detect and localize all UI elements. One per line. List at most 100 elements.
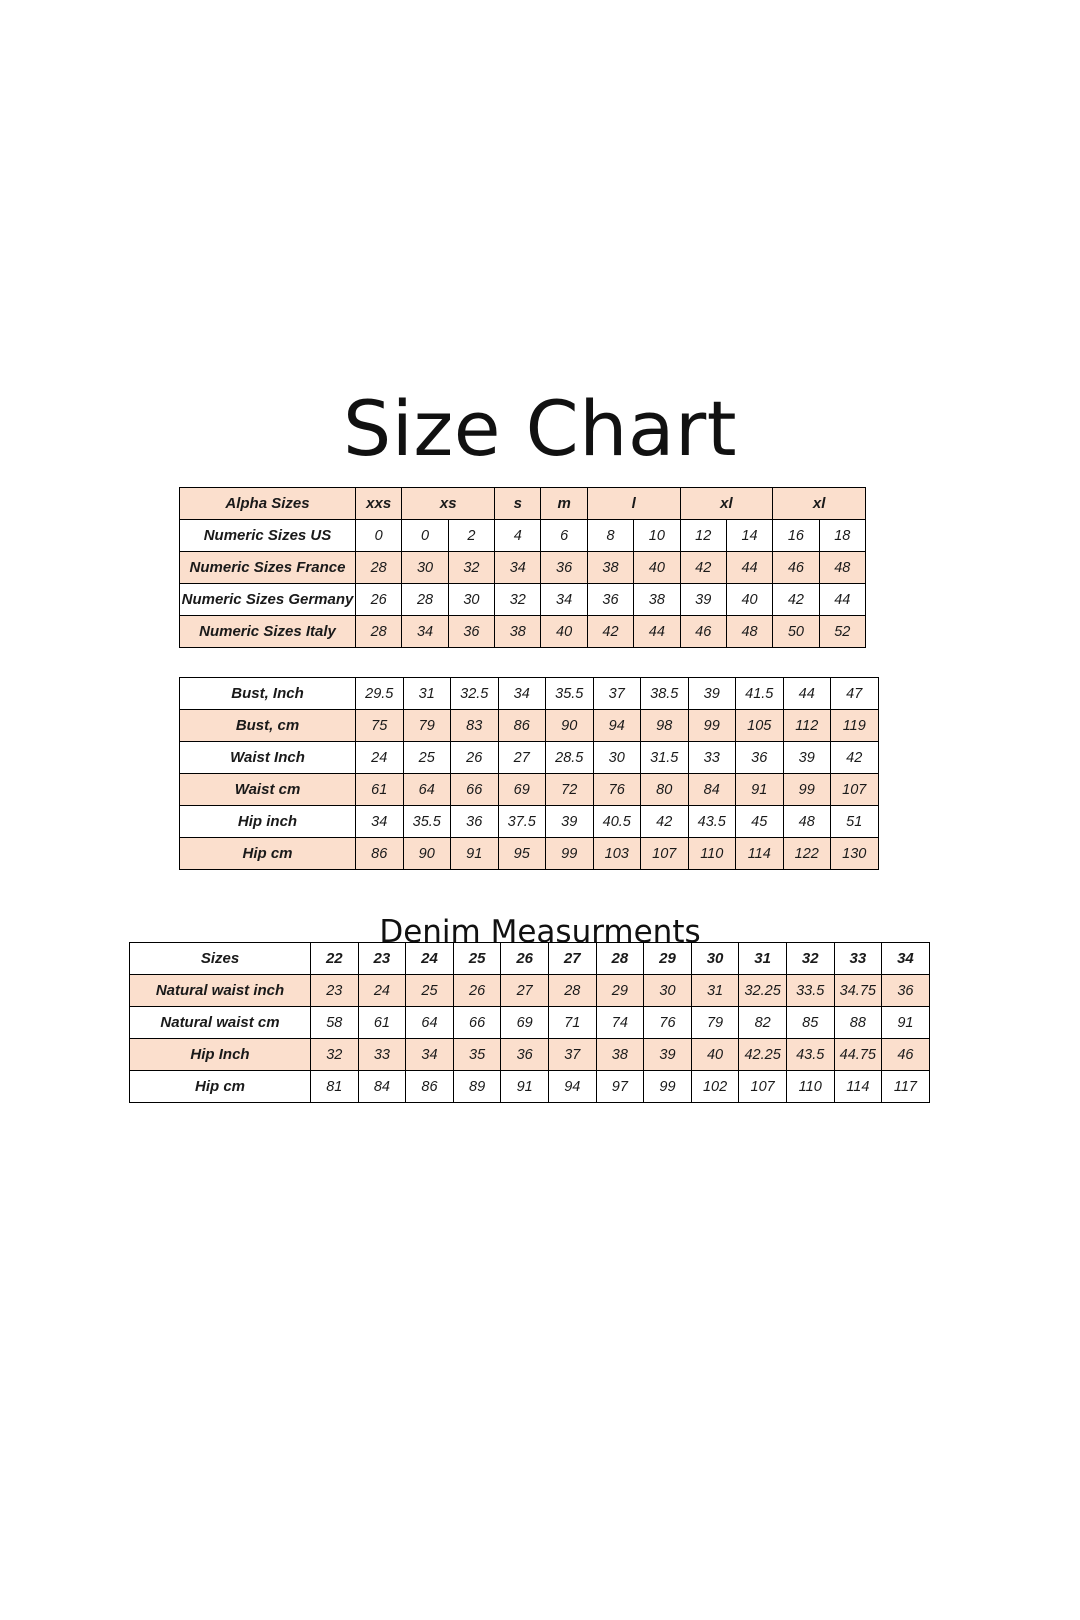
denim-row-label-3: Hip cm — [129, 1070, 311, 1103]
body-cell-3-4: 72 — [545, 773, 594, 806]
denim-cell-1-1: 61 — [357, 1006, 407, 1039]
body-row-label-1: Bust, cm — [179, 709, 356, 742]
body-cell-5-8: 114 — [735, 837, 784, 870]
body-cell-4-5: 40.5 — [592, 805, 641, 838]
body-cell-0-1: 31 — [402, 677, 451, 710]
body-cell-2-3: 27 — [497, 741, 546, 774]
table-row: Natural waist inch 23 24 25 26 27 28 29 30 31 32.2… — [129, 974, 930, 1007]
body-cell-1-9: 112 — [782, 709, 831, 742]
alpha-cell-2-9: 42 — [772, 583, 820, 616]
alpha-cell-0-1: 0 — [401, 519, 449, 552]
denim-cell-1-10: 85 — [785, 1006, 835, 1039]
denim-cell-1-8: 79 — [690, 1006, 740, 1039]
table-row: Waist Inch 24 25 26 27 28.5 30 31.5 33 36 39 42 — [179, 741, 879, 774]
alpha-cell-3-3: 38 — [494, 615, 542, 648]
denim-header-size-9: 31 — [738, 942, 787, 975]
denim-cell-3-6: 97 — [595, 1070, 645, 1103]
denim-cell-0-11: 34.75 — [833, 974, 883, 1007]
denim-row-label-2: Hip Inch — [129, 1038, 311, 1071]
body-cell-2-4: 28.5 — [545, 741, 594, 774]
body-cell-3-3: 69 — [497, 773, 546, 806]
body-cell-0-10: 47 — [830, 677, 879, 710]
denim-cell-2-6: 38 — [595, 1038, 645, 1071]
denim-cell-3-3: 89 — [452, 1070, 502, 1103]
body-cell-2-5: 30 — [592, 741, 641, 774]
alpha-cell-3-2: 36 — [447, 615, 496, 648]
alpha-group-header-1: xs — [401, 487, 496, 520]
body-cell-3-10: 107 — [830, 773, 879, 806]
denim-header-size-6: 28 — [595, 942, 645, 975]
body-row-label-5: Hip cm — [179, 837, 356, 870]
body-cell-5-0: 86 — [355, 837, 404, 870]
alpha-cell-2-3: 32 — [494, 583, 542, 616]
body-cell-1-10: 119 — [830, 709, 879, 742]
denim-cell-3-0: 81 — [310, 1070, 359, 1103]
body-cell-3-5: 76 — [592, 773, 641, 806]
body-cell-4-8: 45 — [735, 805, 784, 838]
denim-cell-3-1: 84 — [357, 1070, 407, 1103]
body-cell-4-10: 51 — [830, 805, 879, 838]
body-cell-5-4: 99 — [545, 837, 594, 870]
alpha-row-label-0: Numeric Sizes US — [179, 519, 356, 552]
body-row-label-3: Waist cm — [179, 773, 356, 806]
body-cell-2-2: 26 — [450, 741, 499, 774]
denim-header-size-10: 32 — [785, 942, 835, 975]
body-cell-1-4: 90 — [545, 709, 594, 742]
alpha-group-header-6: xl — [772, 487, 866, 520]
denim-cell-1-12: 91 — [881, 1006, 930, 1039]
denim-header-size-5: 27 — [547, 942, 597, 975]
body-cell-0-5: 37 — [592, 677, 641, 710]
body-cell-2-8: 36 — [735, 741, 784, 774]
denim-cell-1-0: 58 — [310, 1006, 359, 1039]
denim-cell-3-9: 107 — [738, 1070, 787, 1103]
table-row: Hip inch 34 35.5 36 37.5 39 40.5 42 43.5 45 48 51 — [179, 805, 879, 838]
body-cell-2-10: 42 — [830, 741, 879, 774]
table-row: Bust, cm 75 79 83 86 90 94 98 99 105 112 119 — [179, 709, 879, 742]
denim-cell-1-9: 82 — [738, 1006, 787, 1039]
denim-cell-0-6: 29 — [595, 974, 645, 1007]
alpha-sizes-table-body: Alpha Sizes xxs xs s m l xl xl Numeric Sizes US 0… — [179, 487, 867, 648]
body-cell-3-1: 64 — [402, 773, 451, 806]
body-row-label-2: Waist Inch — [179, 741, 356, 774]
body-cell-3-2: 66 — [450, 773, 499, 806]
alpha-cell-2-2: 30 — [447, 583, 496, 616]
alpha-cell-2-10: 44 — [818, 583, 867, 616]
body-cell-2-1: 25 — [402, 741, 451, 774]
denim-cell-0-5: 28 — [547, 974, 597, 1007]
denim-cell-2-11: 44.75 — [833, 1038, 883, 1071]
alpha-cell-3-5: 42 — [586, 615, 635, 648]
denim-header-size-2: 24 — [405, 942, 454, 975]
denim-cell-0-10: 33.5 — [785, 974, 835, 1007]
denim-cell-1-2: 64 — [405, 1006, 454, 1039]
denim-cell-0-0: 23 — [310, 974, 359, 1007]
body-cell-5-1: 90 — [402, 837, 451, 870]
body-cell-1-3: 86 — [497, 709, 546, 742]
denim-cell-2-7: 39 — [643, 1038, 692, 1071]
body-cell-2-7: 33 — [687, 741, 736, 774]
denim-header-size-4: 26 — [500, 942, 549, 975]
alpha-cell-0-10: 18 — [818, 519, 867, 552]
body-row-label-4: Hip inch — [179, 805, 356, 838]
table-row: Waist cm 61 64 66 69 72 76 80 84 91 99 107 — [179, 773, 879, 806]
denim-cell-1-5: 71 — [547, 1006, 597, 1039]
body-cell-5-5: 103 — [592, 837, 641, 870]
body-cell-1-8: 105 — [735, 709, 784, 742]
alpha-cell-1-10: 48 — [818, 551, 867, 584]
table-row: Hip cm 81 84 86 89 91 94 97 99 102 107 110 114 117 — [129, 1070, 930, 1103]
alpha-cell-1-8: 44 — [725, 551, 774, 584]
alpha-cell-3-8: 48 — [725, 615, 774, 648]
body-cell-5-2: 91 — [450, 837, 499, 870]
alpha-cell-2-7: 39 — [679, 583, 727, 616]
body-cell-0-4: 35.5 — [545, 677, 594, 710]
alpha-cell-3-10: 52 — [818, 615, 867, 648]
body-cell-4-2: 36 — [450, 805, 499, 838]
alpha-group-header-3: m — [540, 487, 588, 520]
body-cell-3-7: 84 — [687, 773, 736, 806]
alpha-cell-3-0: 28 — [354, 615, 403, 648]
body-cell-5-7: 110 — [687, 837, 736, 870]
table-row: Hip Inch 32 33 34 35 36 37 38 39 40 42.25 43.5 44.75… — [129, 1038, 930, 1071]
alpha-cell-0-9: 16 — [772, 519, 820, 552]
alpha-cell-1-1: 30 — [401, 551, 449, 584]
denim-row-label-1: Natural waist cm — [129, 1006, 311, 1039]
